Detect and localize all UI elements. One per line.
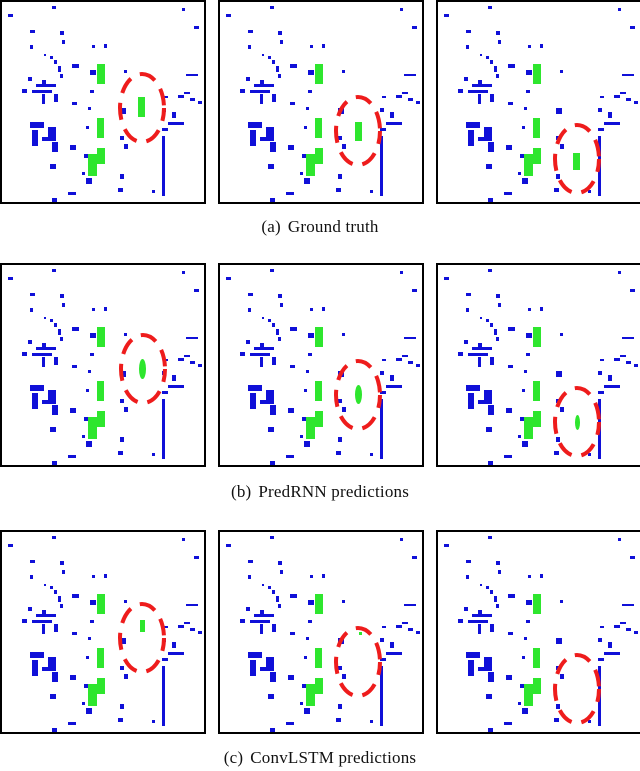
row-convlstm — [0, 530, 640, 734]
highlight-ellipse — [334, 95, 382, 167]
highlight-ellipse — [118, 602, 166, 674]
caption-tag: (b) — [230, 482, 252, 501]
grid-map-frame-3 — [436, 0, 640, 204]
grid-map-frame-1 — [0, 263, 206, 467]
caption-text: ConvLSTM predictions — [250, 748, 417, 767]
caption-a: (a) Ground truth — [0, 217, 640, 237]
highlight-ellipse — [553, 653, 601, 725]
occupancy-grid — [8, 6, 202, 202]
highlight-ellipse — [334, 359, 382, 431]
occupancy-grid — [444, 269, 638, 465]
occupancy-grid — [226, 6, 420, 202]
caption-text: Ground truth — [287, 217, 379, 236]
caption-tag: (a) — [261, 217, 281, 236]
occupancy-grid — [8, 269, 202, 465]
highlight-ellipse — [119, 333, 167, 405]
occupancy-grid — [8, 536, 202, 732]
caption-c: (c) ConvLSTM predictions — [0, 748, 640, 768]
occupancy-grid — [226, 269, 420, 465]
grid-map-frame-3 — [436, 530, 640, 734]
highlight-ellipse — [118, 72, 166, 144]
grid-map-frame-2 — [218, 263, 424, 467]
occupancy-grid — [444, 536, 638, 732]
grid-map-frame-2 — [218, 530, 424, 734]
grid-map-frame-1 — [0, 530, 206, 734]
highlight-ellipse — [334, 626, 382, 698]
highlight-ellipse — [553, 386, 601, 458]
grid-map-frame-2 — [218, 0, 424, 204]
occupancy-grid — [226, 536, 420, 732]
occupancy-grid — [444, 6, 638, 202]
row-ground-truth — [0, 0, 640, 204]
caption-text: PredRNN predictions — [258, 482, 410, 501]
row-predrnn — [0, 263, 640, 467]
highlight-ellipse — [553, 123, 601, 195]
caption-b: (b) PredRNN predictions — [0, 482, 640, 502]
grid-map-frame-1 — [0, 0, 206, 204]
grid-map-frame-3 — [436, 263, 640, 467]
caption-tag: (c) — [223, 748, 244, 767]
